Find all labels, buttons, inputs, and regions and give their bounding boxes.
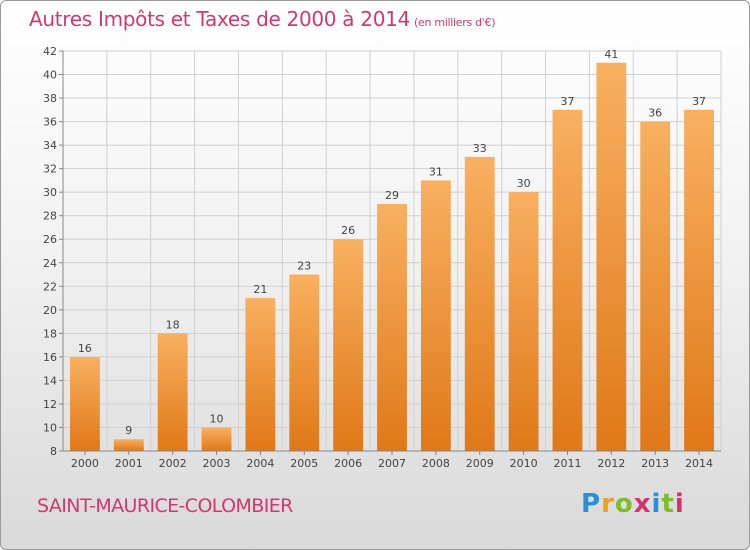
x-tick-label: 2005 <box>290 457 318 470</box>
y-tick-label: 22 <box>43 280 57 293</box>
y-tick-label: 24 <box>43 257 57 270</box>
bar <box>420 180 451 452</box>
data-label: 16 <box>78 342 92 355</box>
bar <box>464 156 495 451</box>
x-tick-label: 2003 <box>203 457 231 470</box>
y-tick-label: 32 <box>43 163 57 176</box>
y-tick-label: 8 <box>50 445 57 458</box>
logo-letter: i <box>651 489 662 519</box>
y-tick-label: 28 <box>43 210 57 223</box>
data-label: 31 <box>429 165 443 178</box>
y-tick-label: 38 <box>43 92 57 105</box>
bar <box>684 109 714 451</box>
bar <box>157 333 188 451</box>
bar <box>377 203 407 451</box>
y-tick-label: 16 <box>43 351 57 364</box>
y-tick-label: 12 <box>43 398 57 411</box>
x-tick-label: 2012 <box>597 457 625 470</box>
chart-title: Autres Impôts et Taxes de 2000 à 2014 (en… <box>29 7 495 31</box>
y-tick-label: 30 <box>43 186 57 199</box>
logo-letter: t <box>661 489 675 519</box>
data-label: 36 <box>648 107 662 120</box>
bar <box>201 427 232 451</box>
y-tick-label: 40 <box>43 69 57 82</box>
x-tick-label: 2007 <box>378 457 406 470</box>
x-tick-label: 2013 <box>641 457 669 470</box>
x-tick-label: 2001 <box>115 457 143 470</box>
y-tick-label: 20 <box>43 304 57 317</box>
y-tick-label: 42 <box>43 45 57 58</box>
data-label: 26 <box>341 224 355 237</box>
x-tick-label: 2014 <box>685 457 713 470</box>
logo-letter: r <box>601 489 615 519</box>
bar <box>552 109 583 451</box>
data-label: 10 <box>210 412 224 425</box>
x-tick-label: 2002 <box>159 457 187 470</box>
x-tick-label: 2004 <box>246 457 274 470</box>
x-tick-label: 2010 <box>510 457 538 470</box>
data-label: 33 <box>473 142 487 155</box>
data-label: 30 <box>517 177 531 190</box>
bar <box>640 121 671 452</box>
bar <box>289 274 320 451</box>
y-tick-label: 26 <box>43 233 57 246</box>
axis-layer: 8 10 12 14 16 18 20 22 24 26 28 30 32 34 36 38 40 42 2000 2… <box>43 45 721 470</box>
y-tick-label: 34 <box>43 139 57 152</box>
bar <box>70 356 100 451</box>
bar <box>333 239 364 451</box>
x-tick-label: 2009 <box>466 457 494 470</box>
data-label: 37 <box>560 95 574 108</box>
data-label: 29 <box>385 189 399 202</box>
x-tick-label: 2008 <box>422 457 450 470</box>
data-label: 21 <box>253 283 267 296</box>
data-label: 9 <box>125 424 132 437</box>
y-tick-label: 36 <box>43 116 57 129</box>
chart-subtitle: (en milliers d'€) <box>414 16 496 29</box>
y-tick-label: 10 <box>43 421 57 434</box>
data-label: 37 <box>692 95 706 108</box>
data-label: 18 <box>166 318 180 331</box>
logo-letter: o <box>614 489 634 519</box>
chart-title-text: Autres Impôts et Taxes de 2000 à 2014 <box>29 7 410 31</box>
logo-letter: P <box>581 489 602 519</box>
bars-layer: 16 9 18 10 21 23 26 29 31 33 30 37 41 36 37 <box>70 48 714 452</box>
logo-letter: x <box>633 489 652 519</box>
x-tick-label: 2006 <box>334 457 362 470</box>
x-tick-label: 2000 <box>71 457 99 470</box>
data-label: 41 <box>604 48 618 61</box>
logo-letter: i <box>674 489 685 519</box>
x-tick-label: 2011 <box>553 457 581 470</box>
y-tick-label: 14 <box>43 374 57 387</box>
y-tick-label: 18 <box>43 327 57 340</box>
proxiti-logo: Proxiti <box>581 489 685 519</box>
data-label: 23 <box>297 260 311 273</box>
commune-name: SAINT-MAURICE-COLOMBIER <box>37 495 293 517</box>
bar <box>113 439 144 451</box>
bar <box>508 192 539 452</box>
bar <box>596 62 627 451</box>
bar <box>245 298 276 451</box>
